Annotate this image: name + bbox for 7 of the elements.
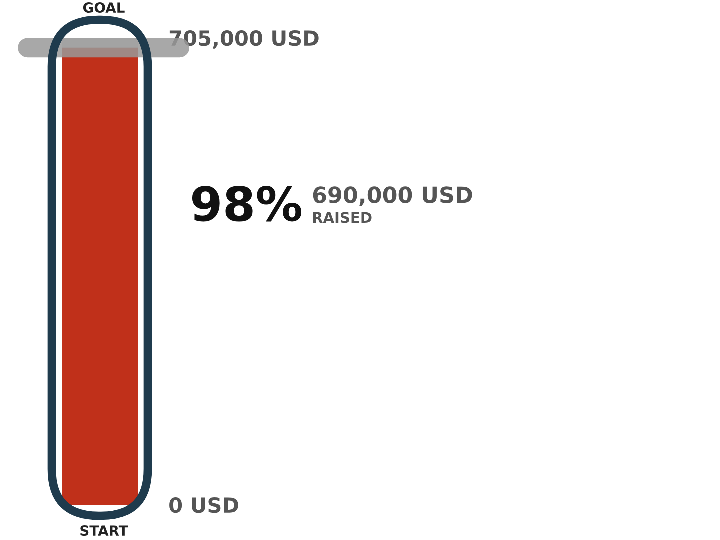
text: START [80, 526, 128, 536]
text: 690,000 USD [313, 186, 472, 206]
text: RAISED [313, 212, 372, 224]
text: GOAL [83, 2, 125, 14]
y-tick-label: 0 USD [170, 497, 238, 514]
text: 98% [192, 186, 302, 222]
y-tick-label: 705,000 USD [170, 30, 319, 49]
